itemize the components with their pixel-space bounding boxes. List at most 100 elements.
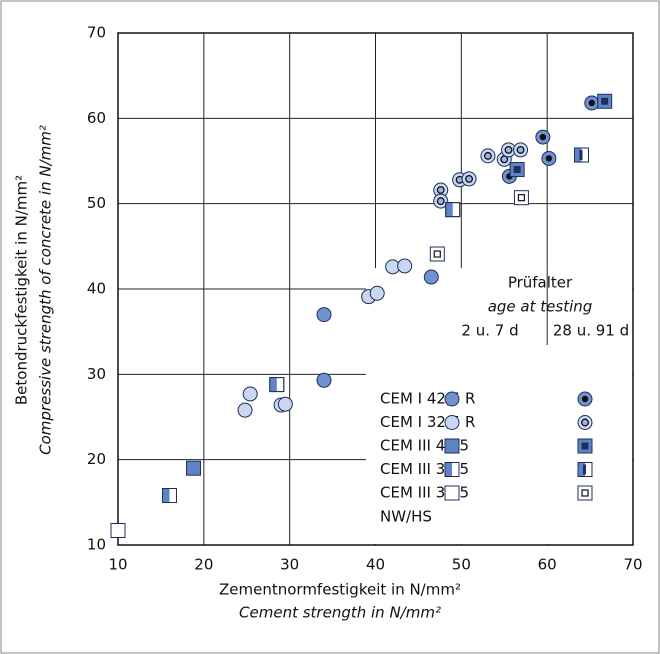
data-point — [316, 372, 332, 388]
legend-title: Prüfalter — [508, 274, 573, 292]
marker-outline — [269, 377, 285, 393]
marker-inner — [436, 197, 445, 206]
marker-half — [578, 462, 585, 477]
data-point — [461, 171, 477, 187]
legend-marker — [577, 462, 593, 477]
x-tick-label: 10 — [108, 556, 127, 574]
data-point — [584, 95, 600, 111]
data-point — [429, 246, 445, 262]
marker-shape — [444, 485, 460, 501]
data-point — [433, 193, 449, 209]
data-point — [397, 258, 413, 274]
marker-inner — [436, 186, 445, 194]
y-tick-label: 10 — [87, 536, 106, 554]
legend-marker — [577, 485, 593, 501]
marker-shape — [242, 386, 258, 402]
y-tick-label: 20 — [87, 450, 106, 468]
x-tick-label: 20 — [194, 556, 213, 574]
data-point — [110, 522, 126, 538]
marker-inner — [516, 145, 525, 154]
marker-outline — [574, 147, 589, 163]
data-point — [535, 129, 551, 145]
data-point — [513, 142, 529, 158]
data-point — [269, 377, 285, 393]
legend-subtitle: age at testing — [488, 298, 593, 316]
y-tick-label: 30 — [87, 365, 106, 383]
marker-half — [445, 462, 452, 477]
marker-inner — [581, 418, 589, 427]
data-point — [162, 488, 177, 504]
marker-shape — [110, 522, 126, 538]
legend-marker — [444, 391, 460, 407]
x-tick-label: 30 — [280, 556, 299, 574]
legend-marker — [577, 415, 593, 430]
marker-inner — [588, 99, 595, 107]
x-axis-label: Zementnormfestigkeit in N/mm² — [219, 581, 461, 599]
legend-marker — [444, 438, 460, 454]
plot-border — [117, 32, 634, 546]
marker-inner — [465, 174, 474, 183]
legend-label: CEM I 32,5 R — [380, 413, 475, 431]
marker-inner — [513, 166, 521, 174]
marker-shape — [237, 402, 253, 418]
data-point — [433, 182, 449, 198]
legend-marker — [444, 415, 460, 430]
marker-inner — [581, 395, 589, 403]
y-tick-label: 40 — [87, 280, 106, 298]
data-point — [501, 142, 517, 158]
marker-inner — [539, 133, 547, 141]
marker-outline — [445, 202, 461, 218]
y-tick-label: 70 — [87, 24, 106, 42]
marker-half — [574, 148, 582, 163]
marker-inner — [433, 250, 441, 258]
x-tick-label: 70 — [623, 556, 642, 574]
data-point — [237, 402, 253, 418]
y-tick-label: 60 — [87, 109, 106, 127]
y-axis-label-en: Compressive strength of concrete in N/mm… — [37, 125, 55, 455]
data-point — [513, 190, 529, 206]
marker-inner — [579, 150, 583, 161]
data-point — [242, 386, 258, 402]
marker-shape — [277, 396, 293, 412]
x-tick-label: 50 — [452, 556, 471, 574]
legend-age: 28 u. 91 d — [553, 322, 629, 340]
marker-inner — [517, 194, 526, 202]
marker-inner — [581, 489, 589, 497]
data-point — [541, 150, 557, 166]
marker-outline — [577, 462, 593, 477]
marker-outline — [162, 488, 177, 504]
marker-inner — [504, 145, 513, 154]
marker-shape — [316, 307, 332, 323]
data-point — [369, 285, 385, 301]
legend-marker — [444, 462, 460, 477]
data-point — [186, 460, 202, 476]
legend-marker — [577, 438, 593, 454]
data-point — [597, 93, 613, 109]
marker-inner — [583, 464, 586, 475]
data-point — [423, 269, 439, 285]
y-tick-label: 50 — [87, 194, 106, 212]
data-point — [480, 148, 496, 164]
data-point — [574, 147, 589, 163]
data-point — [509, 162, 525, 178]
legend-age: 2 u. 7 d — [461, 322, 518, 340]
legend-note: NW/HS — [380, 508, 432, 526]
marker-shape — [444, 391, 460, 407]
marker-half — [162, 488, 170, 503]
legend-marker — [577, 391, 593, 407]
x-tick-label: 60 — [538, 556, 557, 574]
marker-inner — [581, 442, 589, 450]
legend-label: CEM I 42,5 R — [380, 390, 475, 408]
marker-half — [269, 377, 277, 392]
marker-shape — [423, 269, 439, 285]
marker-inner — [483, 151, 492, 160]
data-point — [445, 202, 461, 218]
legend-marker — [444, 485, 460, 501]
marker-inner — [601, 97, 609, 105]
marker-shape — [444, 415, 460, 430]
marker-shape — [316, 372, 332, 388]
x-tick-label: 40 — [366, 556, 385, 574]
marker-inner — [545, 155, 553, 162]
